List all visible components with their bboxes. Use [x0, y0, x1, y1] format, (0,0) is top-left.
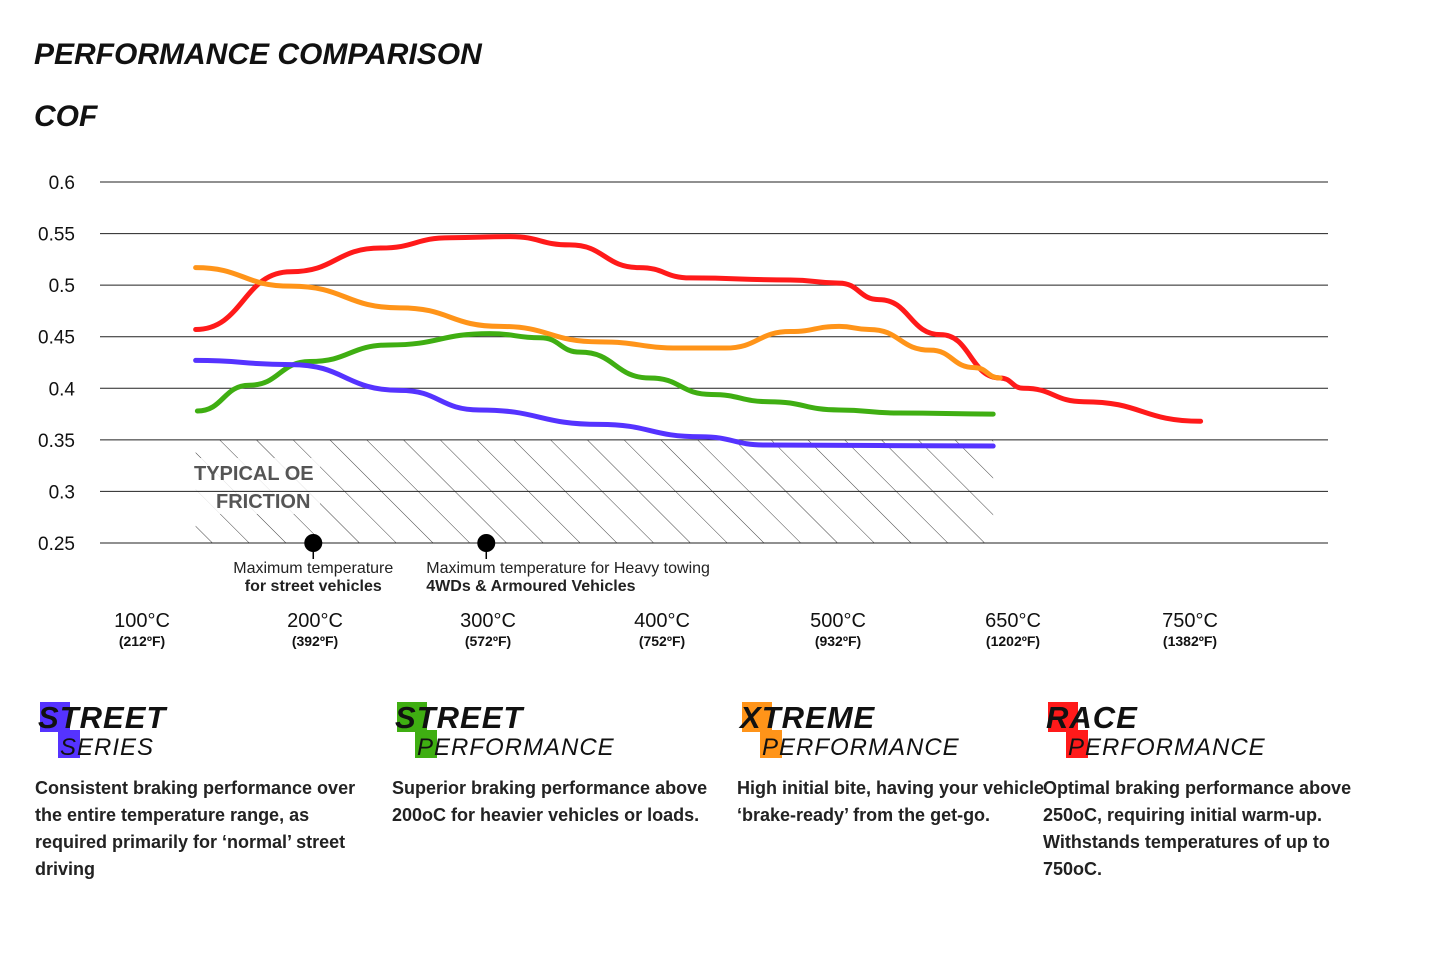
x-tick-label: 750°C	[1162, 610, 1218, 632]
x-tick-sublabel: (752ºF)	[639, 633, 685, 649]
series-line-2	[194, 331, 996, 417]
logo-title: XTREME	[740, 700, 876, 735]
y-tick-label: 0.45	[38, 328, 75, 349]
logo-subtitle: SERIES	[60, 734, 155, 761]
y-tick-label: 0.6	[49, 173, 75, 194]
x-tick-sublabel: (1382ºF)	[1163, 633, 1217, 649]
logo-title: RACE	[1046, 700, 1138, 735]
logo-accent	[415, 730, 437, 758]
series-line-0	[193, 234, 1204, 424]
logo-accent	[58, 730, 80, 758]
y-tick-label: 0.55	[38, 225, 75, 246]
y-tick-label: 0.4	[49, 379, 76, 400]
x-tick-sublabel: (392ºF)	[292, 633, 338, 649]
logo-subtitle: PERFORMANCE	[417, 734, 615, 761]
x-tick-label: 500°C	[810, 610, 866, 632]
logo-accent	[1066, 730, 1088, 758]
series-line-3	[193, 357, 996, 449]
logo-accent	[742, 702, 772, 732]
product-description: Superior braking performance above 200oC…	[392, 778, 708, 825]
zone-label-line2: FRICTION	[216, 491, 310, 513]
logo-subtitle: PERFORMANCE	[762, 734, 960, 761]
product-description: High initial bite, having your vehicle ‘…	[737, 778, 1045, 825]
x-tick-label: 300°C	[460, 610, 516, 632]
x-tick-label: 100°C	[114, 610, 170, 632]
y-tick-label: 0.3	[49, 482, 75, 503]
series-line-1	[193, 265, 1003, 381]
logo-accent	[1048, 702, 1078, 732]
x-tick-sublabel: (572ºF)	[465, 633, 511, 649]
zone-label-line1: TYPICAL OE	[194, 463, 314, 485]
y-axis-label: COF	[34, 100, 98, 133]
annotation-line2: 4WDs & Armoured Vehicles	[426, 578, 635, 595]
x-tick-sublabel: (932ºF)	[815, 633, 861, 649]
chart-title: PERFORMANCE COMPARISON	[34, 38, 482, 71]
logo-accent	[40, 702, 70, 732]
y-tick-label: 0.35	[38, 431, 75, 452]
product-description: Optimal braking performance above 250oC,…	[1043, 778, 1352, 879]
y-tick-label: 0.25	[38, 534, 75, 555]
x-tick-label: 650°C	[985, 610, 1041, 632]
annotation-line1: Maximum temperature	[233, 560, 393, 577]
x-tick-label: 400°C	[634, 610, 690, 632]
zone-label-bg	[192, 458, 320, 514]
logo-title: STREET	[395, 700, 524, 735]
product-description: Consistent braking performance over the …	[35, 778, 356, 879]
logo-accent	[397, 702, 427, 732]
x-tick-label: 200°C	[287, 610, 343, 632]
logo-accent	[760, 730, 782, 758]
logo-subtitle: PERFORMANCE	[1068, 734, 1266, 761]
x-tick-sublabel: (212ºF)	[119, 633, 165, 649]
y-tick-label: 0.5	[49, 276, 75, 297]
annotation-line1: Maximum temperature for Heavy towing	[426, 560, 710, 577]
logo-title: STREET	[38, 700, 167, 735]
annotation-line2: for street vehicles	[245, 578, 382, 595]
x-tick-sublabel: (1202ºF)	[986, 633, 1040, 649]
